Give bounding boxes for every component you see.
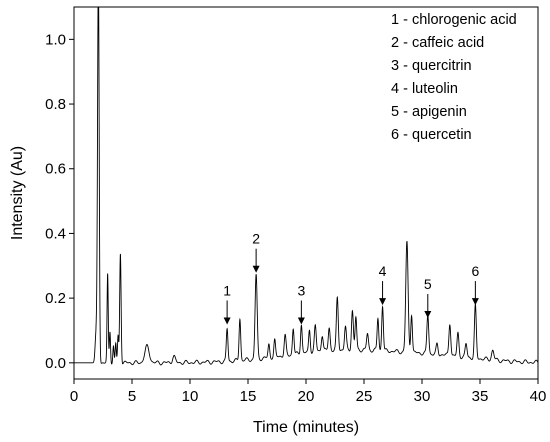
chromatogram-line bbox=[74, 7, 538, 366]
legend-entry: 2 - caffeic acid bbox=[391, 35, 484, 51]
peak-label: 4 bbox=[379, 263, 387, 279]
peak-arrow-head bbox=[223, 317, 231, 325]
x-tick-label: 35 bbox=[472, 388, 489, 405]
plot-area: 1 2 3 4 5 6 bbox=[74, 7, 538, 366]
legend-entry: 3 - quercitrin bbox=[391, 58, 472, 74]
peak-arrow-head bbox=[471, 298, 479, 306]
peak-arrow-head bbox=[424, 311, 432, 319]
peak-label: 3 bbox=[297, 282, 305, 298]
peak-label: 1 bbox=[223, 282, 231, 298]
x-tick-label: 25 bbox=[356, 388, 373, 405]
x-axis: 0 5 10 15 20 25 30 35 40 bbox=[70, 379, 547, 405]
x-axis-title: Time (minutes) bbox=[253, 419, 359, 436]
x-tick-label: 30 bbox=[414, 388, 431, 405]
peak-label: 2 bbox=[252, 231, 260, 247]
legend: 1 - chlorogenic acid 2 - caffeic acid 3 - … bbox=[391, 12, 517, 143]
y-tick-label: 0.2 bbox=[45, 290, 66, 307]
x-tick-label: 0 bbox=[70, 388, 78, 405]
legend-entry: 5 - apigenin bbox=[391, 104, 467, 120]
peak-arrow-head bbox=[252, 265, 260, 273]
y-tick-label: 1.0 bbox=[45, 31, 66, 48]
y-tick-label: 0.0 bbox=[45, 355, 66, 372]
x-tick-label: 40 bbox=[530, 388, 547, 405]
y-axis-title: Intensity (Au) bbox=[9, 146, 26, 240]
peak-arrow-head bbox=[297, 317, 305, 325]
peak-arrow-head bbox=[379, 298, 387, 306]
legend-entry: 1 - chlorogenic acid bbox=[391, 12, 517, 28]
y-tick-label: 0.4 bbox=[45, 225, 66, 242]
x-tick-label: 20 bbox=[298, 388, 315, 405]
y-axis: 0.0 0.2 0.4 0.6 0.8 1.0 bbox=[45, 31, 74, 372]
x-tick-label: 10 bbox=[182, 388, 199, 405]
peak-label: 5 bbox=[424, 276, 432, 292]
x-tick-label: 5 bbox=[128, 388, 136, 405]
legend-entry: 4 - luteolin bbox=[391, 81, 458, 97]
legend-entry: 6 - quercetin bbox=[391, 127, 472, 143]
y-tick-label: 0.6 bbox=[45, 161, 66, 178]
x-tick-label: 15 bbox=[240, 388, 257, 405]
y-tick-label: 0.8 bbox=[45, 96, 66, 113]
peak-label: 6 bbox=[471, 263, 479, 279]
